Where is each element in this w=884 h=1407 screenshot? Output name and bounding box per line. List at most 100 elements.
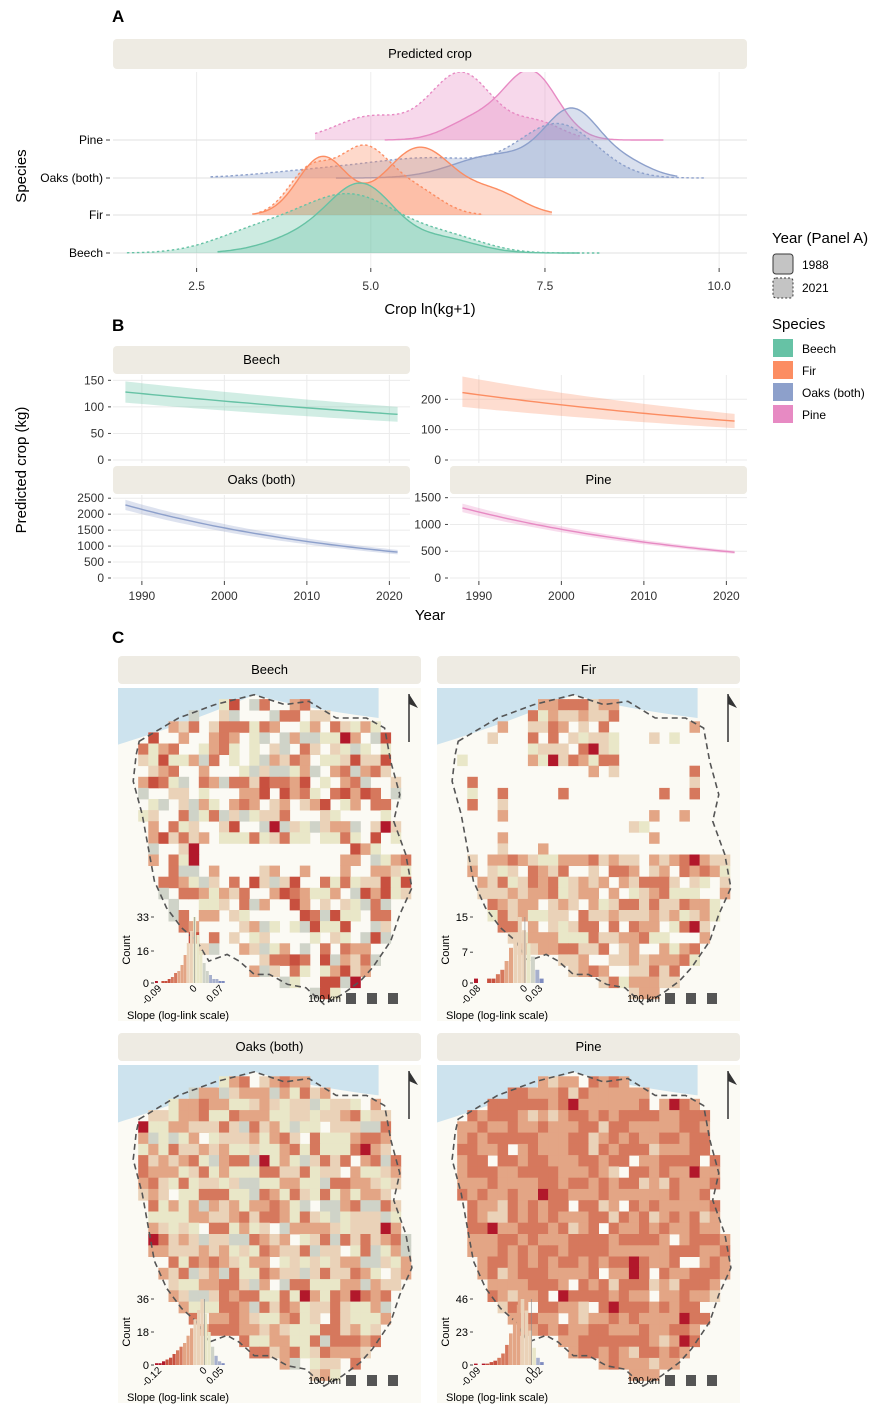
district-cell [608,1346,620,1359]
district-cell [299,1155,311,1167]
district-cell [679,954,690,966]
district-cell [259,1076,270,1088]
hist-bar [190,1328,194,1365]
y-tick-label-4: 2000 [77,507,104,521]
district-cell [330,1335,341,1348]
district-cell [330,1177,341,1190]
district-cell [467,865,478,878]
district-cell [269,1245,280,1257]
district-cell [548,898,559,911]
district-cell [229,732,240,744]
panel-a-grid [113,72,747,268]
hist-y-tick: 0 [143,978,149,990]
district-cell [350,965,361,977]
district-cell [649,1357,660,1370]
district-cell [350,754,361,767]
x-tick-label-2: 7.5 [537,279,554,293]
district-cell [588,1098,599,1111]
district-cell [618,1098,630,1111]
hist-bar [540,1362,544,1365]
district-cell [309,910,321,922]
district-cell [669,1155,680,1167]
district-cell [558,710,569,722]
district-cell [380,887,392,900]
district-cell [239,1110,250,1122]
district-cell [689,887,700,900]
district-cell [719,865,731,878]
district-cell [208,887,220,900]
district-cell [168,832,179,844]
district-cell [299,1234,311,1246]
district-cell [340,1222,351,1235]
district-cell [239,1256,250,1269]
district-cell [558,887,569,900]
district-cell [350,854,361,866]
district-cell [178,1143,190,1156]
district-cell [578,1166,589,1179]
district-cell [330,1222,341,1235]
hist-y-tick: 16 [137,946,149,958]
district-cell [158,743,169,755]
panel-c-label: C [112,628,124,647]
district-cell [158,1121,169,1133]
district-cell [289,1132,301,1145]
district-cell [487,1188,498,1201]
district-cell [219,732,230,744]
district-cell [548,699,559,711]
district-cell [548,910,559,922]
district-cell [370,765,381,778]
district-cell [138,1188,149,1201]
district-cell [649,1245,660,1257]
district-cell [598,1177,610,1190]
district-cell [538,1132,549,1145]
y-tick-label-2: 1000 [414,517,441,531]
district-cell [138,743,149,755]
district-cell [527,1312,539,1325]
district-cell [507,1087,519,1100]
district-cell [568,1346,579,1359]
district-cell [628,1245,640,1257]
district-cell [628,1177,640,1190]
district-cell [279,1188,291,1201]
district-cell [568,1098,579,1111]
district-cell [527,743,539,755]
district-cell [229,1098,240,1111]
district-cell [467,1234,478,1246]
district-cell [279,754,291,767]
district-cell [360,898,371,911]
district-cell [558,1290,569,1302]
legend-key-oaks-both [773,383,793,401]
district-cell [289,887,301,900]
district-cell [699,910,711,922]
district-cell [330,1132,341,1145]
district-cell [239,1087,250,1100]
district-cell [639,1098,650,1111]
district-cell [527,1098,539,1111]
hist-bar [183,955,187,983]
district-cell [340,1200,351,1212]
district-cell [158,754,169,767]
district-cell [689,943,700,955]
district-cell [639,1132,650,1145]
district-cell [487,1110,498,1122]
district-cell [239,910,250,922]
district-cell [568,754,579,767]
panel-a-x-title: Crop ln(kg+1) [384,301,475,318]
district-cell [598,1279,610,1291]
district-cell [370,1121,381,1133]
district-cell [527,854,539,866]
district-cell [588,1256,599,1269]
district-cell [568,1335,579,1348]
district-cell [320,1301,331,1314]
district-cell [649,1177,660,1190]
district-cell [360,765,371,778]
hist-y-tick: 18 [137,1327,149,1339]
district-cell [340,1132,351,1145]
district-cell [558,854,569,866]
district-cell [279,1256,291,1269]
district-cell [507,1267,519,1280]
district-cell [538,721,549,733]
district-cell [507,854,519,866]
district-cell [320,954,331,966]
